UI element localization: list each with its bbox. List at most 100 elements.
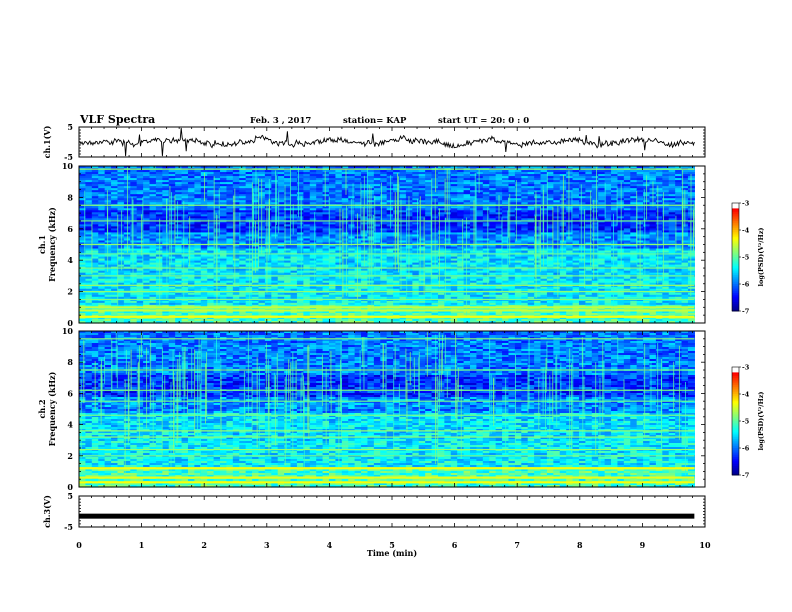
spectrogram-cell (476, 202, 484, 205)
spectrogram-cell (296, 184, 304, 187)
spectrogram-cell (611, 194, 619, 197)
spectrogram-cell (277, 178, 285, 181)
spectrogram-cell (226, 220, 234, 223)
spectrogram-cell (277, 182, 285, 185)
spectrogram-cell (162, 224, 170, 227)
spectrogram-cell (598, 206, 606, 209)
spectrogram-cell (335, 174, 343, 177)
spectrogram-cell (662, 214, 670, 217)
spectrogram-cell (91, 180, 99, 183)
spectrogram-cell (104, 212, 112, 215)
spectrogram-cell (181, 222, 189, 225)
spectrogram-cell (534, 180, 542, 183)
spectrogram-cell (457, 178, 465, 181)
spectrogram-cell (662, 174, 670, 177)
spectrogram-cell (322, 200, 330, 203)
spectrogram-cell (649, 212, 657, 215)
spectrogram-cell (578, 202, 586, 205)
spectrogram-cell (271, 210, 279, 213)
spectrogram-cell (591, 222, 599, 225)
spectrogram-cell (437, 222, 445, 225)
spectrogram-cell (271, 202, 279, 205)
spectrogram-cell (521, 216, 529, 219)
spectrogram-cell (354, 226, 362, 229)
spectrogram-cell (316, 208, 324, 211)
spectrogram-cell (226, 174, 234, 177)
spectrogram-cell (104, 206, 112, 209)
spectrogram-cell (675, 222, 683, 225)
spectrogram-cell (85, 232, 93, 236)
spectrogram-cell (412, 214, 420, 217)
spectrogram-cell (476, 226, 484, 229)
spectrogram-cell (457, 224, 465, 227)
spectrogram-cell (220, 186, 228, 189)
spectrogram-cell (354, 182, 362, 185)
spectrogram-cell (572, 224, 580, 227)
spectrogram-cell (98, 230, 106, 234)
spectrogram-cell (489, 196, 497, 199)
spectrogram-cell (553, 230, 561, 234)
spectrogram-cell (207, 174, 215, 177)
spectrogram-cell (335, 186, 343, 189)
spectrogram-cell (425, 184, 433, 187)
spectrogram-cell (489, 178, 497, 181)
spectrogram-cell (85, 206, 93, 209)
spectrogram-cell (598, 176, 606, 179)
spectrogram-cell (187, 180, 195, 183)
spectrogram-cell (482, 178, 490, 181)
spectrogram-cell (264, 188, 272, 191)
spectrogram-cell (271, 196, 279, 199)
spectrogram-cell (117, 210, 125, 213)
spectrogram-cell (207, 178, 215, 181)
spectrogram-cell (457, 166, 465, 169)
spectrogram-cell (117, 212, 125, 215)
spectrogram-cell (187, 210, 195, 213)
spectrogram-cell (245, 178, 253, 181)
spectrogram-cell (168, 230, 176, 234)
spectrogram-cell (111, 210, 119, 213)
spectrogram-cell (296, 222, 304, 225)
spectrogram-cell (187, 188, 195, 191)
spectrogram-cell (316, 178, 324, 181)
spectrogram-cell (155, 206, 163, 209)
spectrogram-cell (534, 184, 542, 187)
spectrogram-cell (322, 202, 330, 205)
spectrogram-cell (309, 190, 317, 193)
spectrogram-cell (187, 218, 195, 221)
spectrogram-cell (354, 188, 362, 191)
spectrogram-cell (399, 224, 407, 227)
spectrogram-cell (668, 188, 676, 191)
spectrogram-cell (668, 172, 676, 175)
spectrogram-cell (290, 212, 298, 215)
spectrogram-cell (450, 192, 458, 195)
spectrogram-cell (155, 196, 163, 199)
spectrogram-cell (521, 166, 529, 169)
spectrogram-cell (463, 218, 471, 221)
spectrogram-cell (232, 230, 240, 234)
spectrogram-cell (194, 228, 202, 232)
spectrogram-cell (290, 200, 298, 203)
spectrogram-cell (303, 192, 311, 195)
spectrogram-cell (136, 206, 144, 209)
spectrogram-cell (502, 220, 510, 223)
spectrogram-cell (578, 208, 586, 211)
spectrogram-cell (482, 206, 490, 209)
spectrogram-cell (354, 194, 362, 197)
spectrogram-cell (354, 218, 362, 221)
spectrogram-cell (578, 226, 586, 229)
spectrogram-cell (194, 230, 202, 234)
spectrogram-cell (476, 170, 484, 173)
spectrogram-cell (335, 224, 343, 227)
spectrogram-cell (630, 180, 638, 183)
spectrogram-cell (328, 232, 336, 236)
spectrogram-cell (418, 182, 426, 185)
spectrogram-cell (399, 180, 407, 183)
spectrogram-cell (316, 196, 324, 199)
spectrogram-cell (361, 166, 369, 169)
spectrogram-cell (585, 166, 593, 169)
spectrogram-cell (117, 176, 125, 179)
spectrogram-cell (143, 166, 151, 169)
spectrogram-cell (470, 208, 478, 211)
spectrogram-cell (393, 216, 401, 219)
spectrogram-cell (444, 186, 452, 189)
